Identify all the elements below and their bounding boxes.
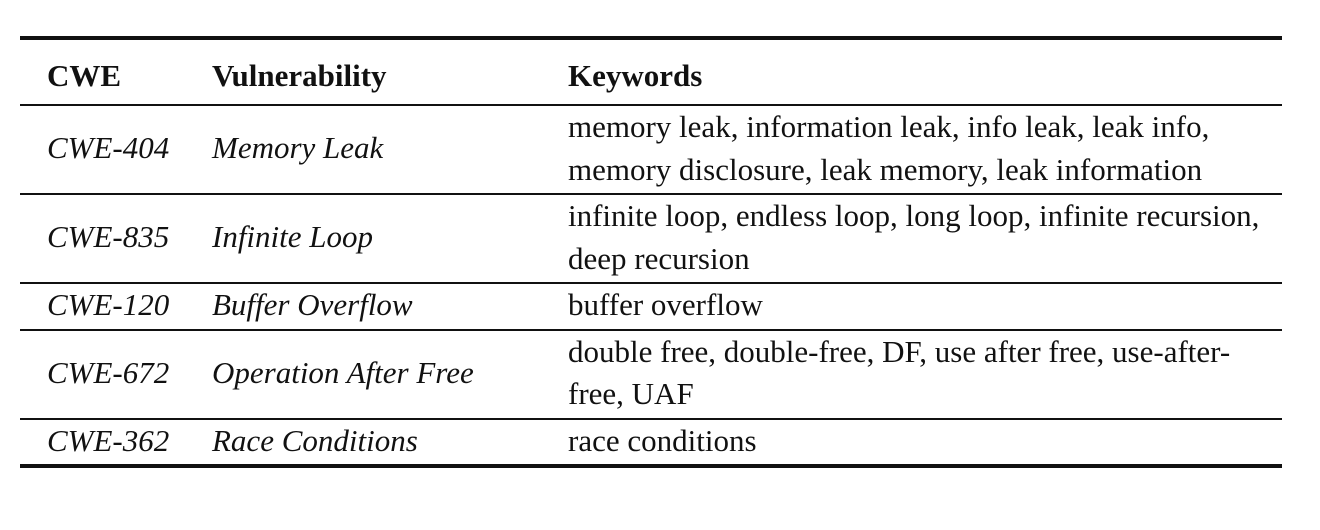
keywords-cell: double free, double-free, DF, use after … [568, 333, 1231, 412]
table-row: CWE-672 Operation After Free double free… [20, 330, 1282, 419]
cwe-id-cell: CWE-362 [47, 422, 170, 458]
vulnerability-cell: Buffer Overflow [212, 287, 413, 322]
cwe-id-cell: CWE-404 [47, 130, 170, 166]
cwe-id-cell: CWE-835 [47, 219, 170, 255]
table-header-row: CWE Vulnerability Keywords [20, 38, 1282, 105]
table-row: CWE-404 Memory Leak memory leak, informa… [20, 105, 1282, 194]
cwe-keywords-table: CWE Vulnerability Keywords CWE-404 Memor… [20, 36, 1282, 468]
cwe-id-cell: CWE-120 [47, 287, 170, 322]
keywords-cell: infinite loop, endless loop, long loop, … [568, 198, 1260, 276]
keywords-cell: memory leak, information leak, info leak… [568, 109, 1210, 187]
vulnerability-cell: Operation After Free [212, 354, 474, 390]
header-keywords: Keywords [568, 58, 703, 93]
table-row: CWE-120 Buffer Overflow buffer overflow [20, 283, 1282, 330]
header-cwe: CWE [47, 58, 122, 93]
table-row: CWE-362 Race Conditions race conditions [20, 419, 1282, 466]
vulnerability-cell: Infinite Loop [212, 219, 374, 255]
cwe-id-cell: CWE-672 [47, 354, 170, 390]
vulnerability-cell: Race Conditions [212, 422, 418, 458]
header-vulnerability: Vulnerability [212, 58, 387, 93]
cwe-keywords-table-container: CWE Vulnerability Keywords CWE-404 Memor… [20, 36, 1282, 468]
vulnerability-cell: Memory Leak [212, 130, 384, 166]
keywords-cell: buffer overflow [568, 287, 763, 322]
table-row: CWE-835 Infinite Loop infinite loop, end… [20, 194, 1282, 283]
keywords-cell: race conditions [568, 422, 757, 458]
